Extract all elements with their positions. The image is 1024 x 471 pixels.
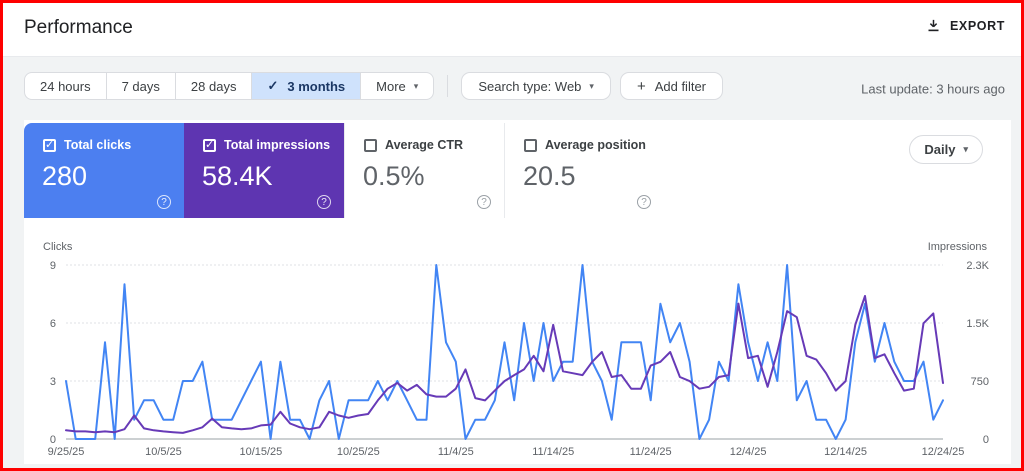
svg-text:6: 6 [50,318,56,330]
checkbox-checked-icon[interactable] [43,138,56,152]
left-axis-title: Clicks [43,241,73,253]
help-icon[interactable] [157,195,171,209]
card-label: Total clicks [64,138,132,152]
help-icon[interactable] [317,195,331,209]
help-icon[interactable] [477,195,491,209]
svg-text:11/4/25: 11/4/25 [438,446,474,458]
performance-panel: Total clicks 280 Total impressions 58.4K… [24,120,1011,464]
card-label: Average CTR [385,138,464,152]
metric-cards: Total clicks 280 Total impressions 58.4K… [24,123,664,218]
search-type-label: Search type: Web [478,78,582,94]
filter-row: 24 hours 7 days 28 days 3 months More Se… [24,72,732,100]
range-7-days[interactable]: 7 days [105,73,175,99]
range-3-months[interactable]: 3 months [251,73,361,99]
card-label: Total impressions [224,138,331,152]
card-head: Total impressions [203,138,330,152]
series-impressions-line [65,295,944,434]
svg-text:750: 750 [971,376,989,388]
download-icon [926,18,941,33]
divider [447,75,449,97]
range-24-hours[interactable]: 24 hours [25,73,106,99]
performance-chart: 0 0 3 750 6 1.5K 9 2.3K 9/25/25 10/5/25 10/15/25 10… [48,260,990,458]
svg-text:10/25/25: 10/25/25 [337,446,380,458]
svg-text:11/24/25: 11/24/25 [630,446,672,458]
range-label: 3 months [287,78,346,94]
svg-text:12/14/25: 12/14/25 [824,446,867,458]
range-label: 28 days [190,78,237,94]
card-head: Average CTR [364,138,463,152]
plus-icon [637,78,646,95]
svg-text:9/25/25: 9/25/25 [48,446,85,458]
series-clicks-line [65,264,944,440]
card-head: Average position [524,138,646,152]
svg-text:10/5/25: 10/5/25 [145,446,182,458]
more-label: More [376,78,406,94]
add-filter-label: Add filter [654,78,707,94]
svg-text:1.5K: 1.5K [966,318,989,330]
card-value: 280 [42,161,88,191]
chevron-down-icon [589,81,594,92]
date-range-group: 24 hours 7 days 28 days 3 months More [24,72,435,100]
page-title: Performance [24,17,133,38]
granularity-dropdown[interactable]: Daily [909,135,983,164]
export-label: EXPORT [950,18,1005,33]
svg-text:2.3K: 2.3K [966,260,989,272]
range-label: 7 days [121,78,160,94]
card-label: Average position [545,138,646,152]
range-28-days[interactable]: 28 days [174,73,252,99]
average-position-card[interactable]: Average position 20.5 [504,123,664,218]
total-impressions-card[interactable]: Total impressions 58.4K [184,123,344,218]
right-axis-title: Impressions [927,241,987,253]
svg-text:3: 3 [50,376,56,388]
search-type-dropdown[interactable]: Search type: Web [461,72,611,100]
svg-text:0: 0 [50,434,56,446]
add-filter-button[interactable]: Add filter [619,72,724,100]
card-value: 58.4K [202,161,273,191]
svg-text:12/24/25: 12/24/25 [922,446,965,458]
range-more-dropdown[interactable]: More [360,73,433,99]
svg-text:11/14/25: 11/14/25 [532,446,574,458]
export-button[interactable]: EXPORT [926,18,1005,33]
last-update-text: Last update: 3 hours ago [861,81,1005,97]
help-icon[interactable] [637,195,651,209]
chevron-down-icon [963,144,968,155]
checkbox-unchecked-icon[interactable] [364,138,377,152]
card-value: 20.5 [523,161,576,191]
page-header: Performance EXPORT [3,3,1021,57]
card-value: 0.5% [363,161,425,191]
average-ctr-card[interactable]: Average CTR 0.5% [344,123,504,218]
svg-text:10/15/25: 10/15/25 [239,446,282,458]
chevron-down-icon [414,81,419,92]
filter-bar: 24 hours 7 days 28 days 3 months More Se… [3,58,1021,120]
granularity-label: Daily [924,142,956,157]
svg-text:9: 9 [50,260,56,272]
card-head: Total clicks [43,138,131,152]
checkbox-checked-icon[interactable] [203,138,216,152]
total-clicks-card[interactable]: Total clicks 280 [24,123,184,218]
check-icon [267,78,278,94]
svg-text:12/4/25: 12/4/25 [730,446,767,458]
checkbox-unchecked-icon[interactable] [524,138,537,152]
range-label: 24 hours [40,78,91,94]
svg-text:0: 0 [983,434,989,446]
